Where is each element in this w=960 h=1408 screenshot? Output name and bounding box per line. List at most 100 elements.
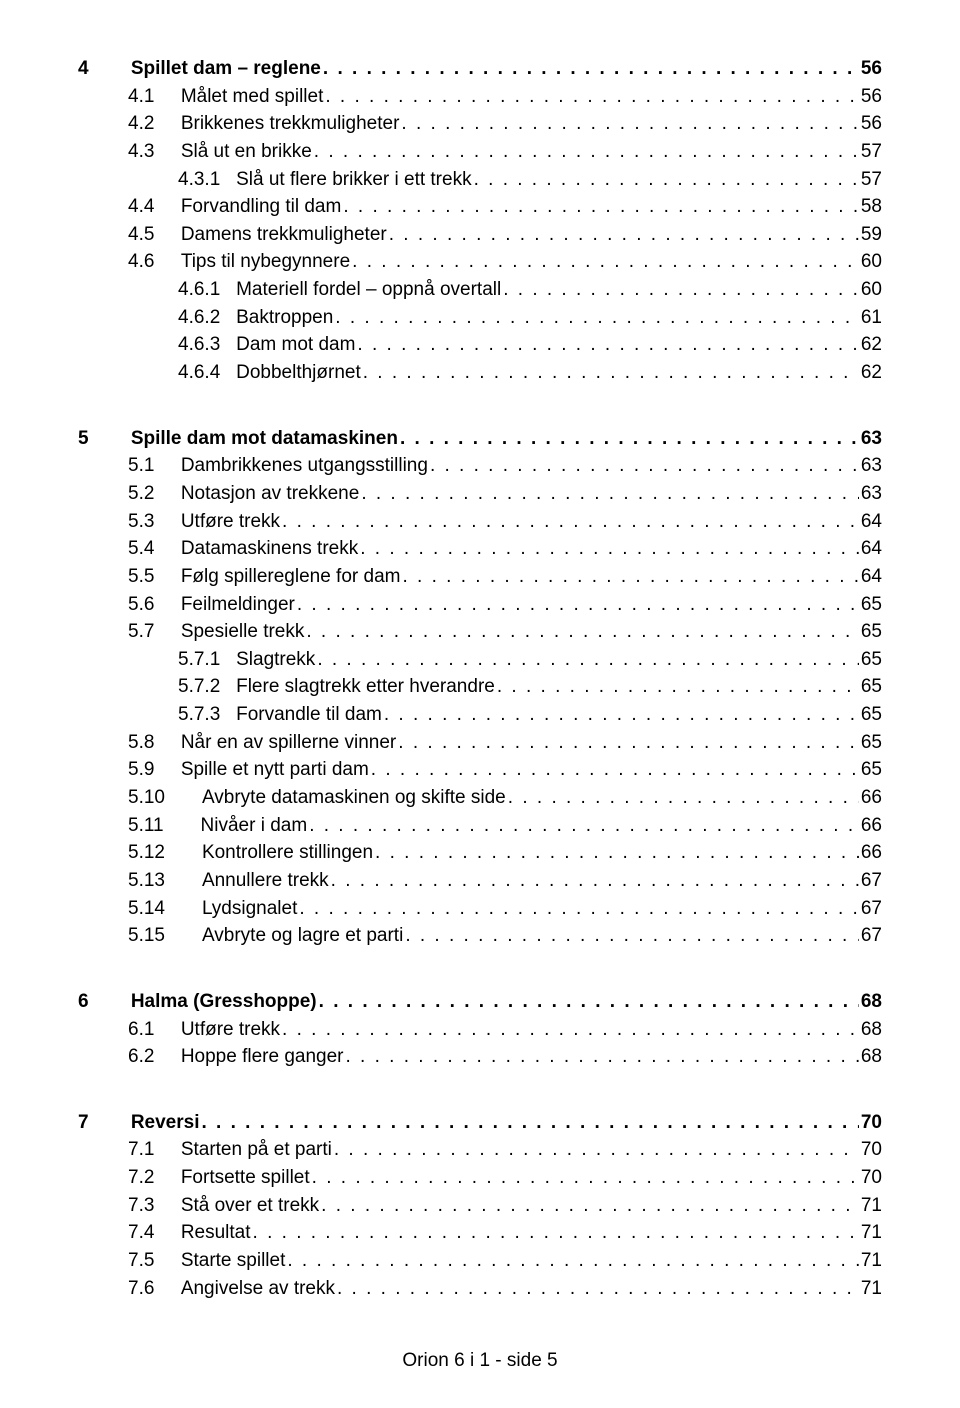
- toc-entry-title: Slagtrekk: [236, 647, 315, 673]
- toc-entry-number: 7: [78, 1110, 131, 1136]
- toc-entry-page: 71: [861, 1248, 882, 1274]
- toc-entry: 7.5 Starte spillet. . . . . . . . . . . …: [78, 1248, 882, 1274]
- toc-entry-number: 5.7.1: [178, 647, 236, 673]
- toc-entry-page: 59: [861, 222, 882, 248]
- toc-entry-number: 4.2: [128, 111, 181, 137]
- toc-entry-page: 57: [861, 167, 882, 193]
- toc-entry-number: 4.6.3: [178, 332, 236, 358]
- toc-entry: 5.11 Nivåer i dam. . . . . . . . . . . .…: [78, 813, 882, 839]
- toc-entry-number: 6: [78, 989, 131, 1015]
- toc-leader-dots: . . . . . . . . . . . . . . . . . . . . …: [497, 674, 859, 700]
- toc-entry: 6 Halma (Gresshoppe). . . . . . . . . . …: [78, 989, 882, 1015]
- toc-entry-page: 66: [861, 840, 882, 866]
- toc-leader-dots: . . . . . . . . . . . . . . . . . . . . …: [384, 702, 859, 728]
- toc-entry-number: 6.2: [128, 1044, 181, 1070]
- toc-entry: 4.6.4 Dobbelthjørnet. . . . . . . . . . …: [78, 360, 882, 386]
- toc-entry: 6.2 Hoppe flere ganger. . . . . . . . . …: [78, 1044, 882, 1070]
- toc-leader-dots: . . . . . . . . . . . . . . . . . . . . …: [337, 1276, 859, 1302]
- toc-entry-page: 68: [861, 989, 882, 1015]
- toc-entry-title: Nivåer i dam: [201, 813, 308, 839]
- toc-entry: 4.6.2 Baktroppen. . . . . . . . . . . . …: [78, 305, 882, 331]
- toc-leader-dots: . . . . . . . . . . . . . . . . . . . . …: [287, 1248, 859, 1274]
- toc-entry-title: Materiell fordel – oppnå overtall: [236, 277, 501, 303]
- toc-entry: 5.2 Notasjon av trekkene. . . . . . . . …: [78, 481, 882, 507]
- toc-entry-title: Utføre trekk: [181, 509, 280, 535]
- toc-leader-dots: . . . . . . . . . . . . . . . . . . . . …: [306, 619, 858, 645]
- toc-entry-number: 5.12: [128, 840, 202, 866]
- toc-entry-number: 5.4: [128, 536, 181, 562]
- toc-entry-page: 67: [861, 923, 882, 949]
- toc-leader-dots: . . . . . . . . . . . . . . . . . . . . …: [401, 111, 858, 137]
- toc: 4 Spillet dam – reglene. . . . . . . . .…: [78, 56, 882, 1301]
- toc-entry-page: 70: [861, 1137, 882, 1163]
- toc-entry-title: Notasjon av trekkene: [181, 481, 360, 507]
- toc-leader-dots: . . . . . . . . . . . . . . . . . . . . …: [321, 1193, 859, 1219]
- toc-entry-page: 65: [861, 647, 882, 673]
- toc-leader-dots: . . . . . . . . . . . . . . . . . . . . …: [371, 757, 859, 783]
- toc-entry: 4.1 Målet med spillet. . . . . . . . . .…: [78, 84, 882, 110]
- toc-entry-title: Resultat: [181, 1220, 251, 1246]
- toc-entry: 5.7.3 Forvandle til dam. . . . . . . . .…: [78, 702, 882, 728]
- toc-leader-dots: . . . . . . . . . . . . . . . . . . . . …: [299, 896, 859, 922]
- toc-entry-title: Dobbelthjørnet: [236, 360, 361, 386]
- toc-entry-number: 5.10: [128, 785, 202, 811]
- toc-entry-page: 64: [861, 536, 882, 562]
- toc-leader-dots: . . . . . . . . . . . . . . . . . . . . …: [400, 426, 859, 452]
- toc-entry-page: 63: [861, 481, 882, 507]
- toc-section: 4 Spillet dam – reglene. . . . . . . . .…: [78, 56, 882, 386]
- toc-entry-title: Avbryte datamaskinen og skifte side: [202, 785, 506, 811]
- toc-entry-page: 70: [861, 1165, 882, 1191]
- toc-leader-dots: . . . . . . . . . . . . . . . . . . . . …: [398, 730, 859, 756]
- toc-entry-number: 4.6: [128, 249, 181, 275]
- toc-entry: 5.7.2 Flere slagtrekk etter hverandre. .…: [78, 674, 882, 700]
- toc-entry-page: 65: [861, 674, 882, 700]
- toc-leader-dots: . . . . . . . . . . . . . . . . . . . . …: [282, 1017, 859, 1043]
- toc-entry: 5.6 Feilmeldinger. . . . . . . . . . . .…: [78, 592, 882, 618]
- toc-entry-page: 71: [861, 1220, 882, 1246]
- toc-section: 5 Spille dam mot datamaskinen. . . . . .…: [78, 426, 882, 949]
- toc-entry-number: 4.6.2: [178, 305, 236, 331]
- toc-entry-page: 65: [861, 730, 882, 756]
- toc-entry: 5.7.1 Slagtrekk. . . . . . . . . . . . .…: [78, 647, 882, 673]
- toc-entry-title: Spesielle trekk: [181, 619, 305, 645]
- toc-entry-number: 4.4: [128, 194, 181, 220]
- toc-entry-page: 56: [861, 111, 882, 137]
- toc-entry-page: 63: [861, 426, 882, 452]
- toc-entry-number: 5.3: [128, 509, 181, 535]
- toc-entry-page: 71: [861, 1276, 882, 1302]
- toc-entry-page: 60: [861, 277, 882, 303]
- toc-entry-title: Følg spillereglene for dam: [181, 564, 401, 590]
- toc-entry-page: 65: [861, 702, 882, 728]
- toc-entry-title: Datamaskinens trekk: [181, 536, 358, 562]
- toc-entry-title: Brikkenes trekkmuligheter: [181, 111, 400, 137]
- toc-entry-title: Målet med spillet: [181, 84, 324, 110]
- toc-leader-dots: . . . . . . . . . . . . . . . . . . . . …: [405, 923, 859, 949]
- toc-entry: 5.7 Spesielle trekk. . . . . . . . . . .…: [78, 619, 882, 645]
- toc-entry-title: Spille et nytt parti dam: [181, 757, 369, 783]
- toc-entry-title: Reversi: [131, 1110, 200, 1136]
- toc-entry-number: 7.3: [128, 1193, 181, 1219]
- toc-entry-title: Når en av spillerne vinner: [181, 730, 396, 756]
- toc-leader-dots: . . . . . . . . . . . . . . . . . . . . …: [323, 56, 859, 82]
- toc-leader-dots: . . . . . . . . . . . . . . . . . . . . …: [334, 1137, 859, 1163]
- toc-entry-number: 5.5: [128, 564, 181, 590]
- toc-section: 6 Halma (Gresshoppe). . . . . . . . . . …: [78, 989, 882, 1070]
- toc-entry-title: Fortsette spillet: [181, 1165, 310, 1191]
- toc-entry-page: 65: [861, 619, 882, 645]
- toc-leader-dots: . . . . . . . . . . . . . . . . . . . . …: [357, 332, 858, 358]
- toc-entry-page: 58: [861, 194, 882, 220]
- toc-entry-page: 67: [861, 896, 882, 922]
- toc-leader-dots: . . . . . . . . . . . . . . . . . . . . …: [375, 840, 859, 866]
- toc-entry-page: 57: [861, 139, 882, 165]
- toc-leader-dots: . . . . . . . . . . . . . . . . . . . . …: [503, 277, 859, 303]
- toc-entry-title: Halma (Gresshoppe): [131, 989, 317, 1015]
- toc-leader-dots: . . . . . . . . . . . . . . . . . . . . …: [389, 222, 859, 248]
- toc-entry-title: Stå over et trekk: [181, 1193, 319, 1219]
- toc-entry-title: Slå ut en brikke: [181, 139, 312, 165]
- toc-entry: 6.1 Utføre trekk. . . . . . . . . . . . …: [78, 1017, 882, 1043]
- toc-entry: 4 Spillet dam – reglene. . . . . . . . .…: [78, 56, 882, 82]
- toc-entry-page: 62: [861, 360, 882, 386]
- toc-entry-number: 4.3: [128, 139, 181, 165]
- toc-leader-dots: . . . . . . . . . . . . . . . . . . . . …: [325, 84, 858, 110]
- toc-entry: 4.2 Brikkenes trekkmuligheter. . . . . .…: [78, 111, 882, 137]
